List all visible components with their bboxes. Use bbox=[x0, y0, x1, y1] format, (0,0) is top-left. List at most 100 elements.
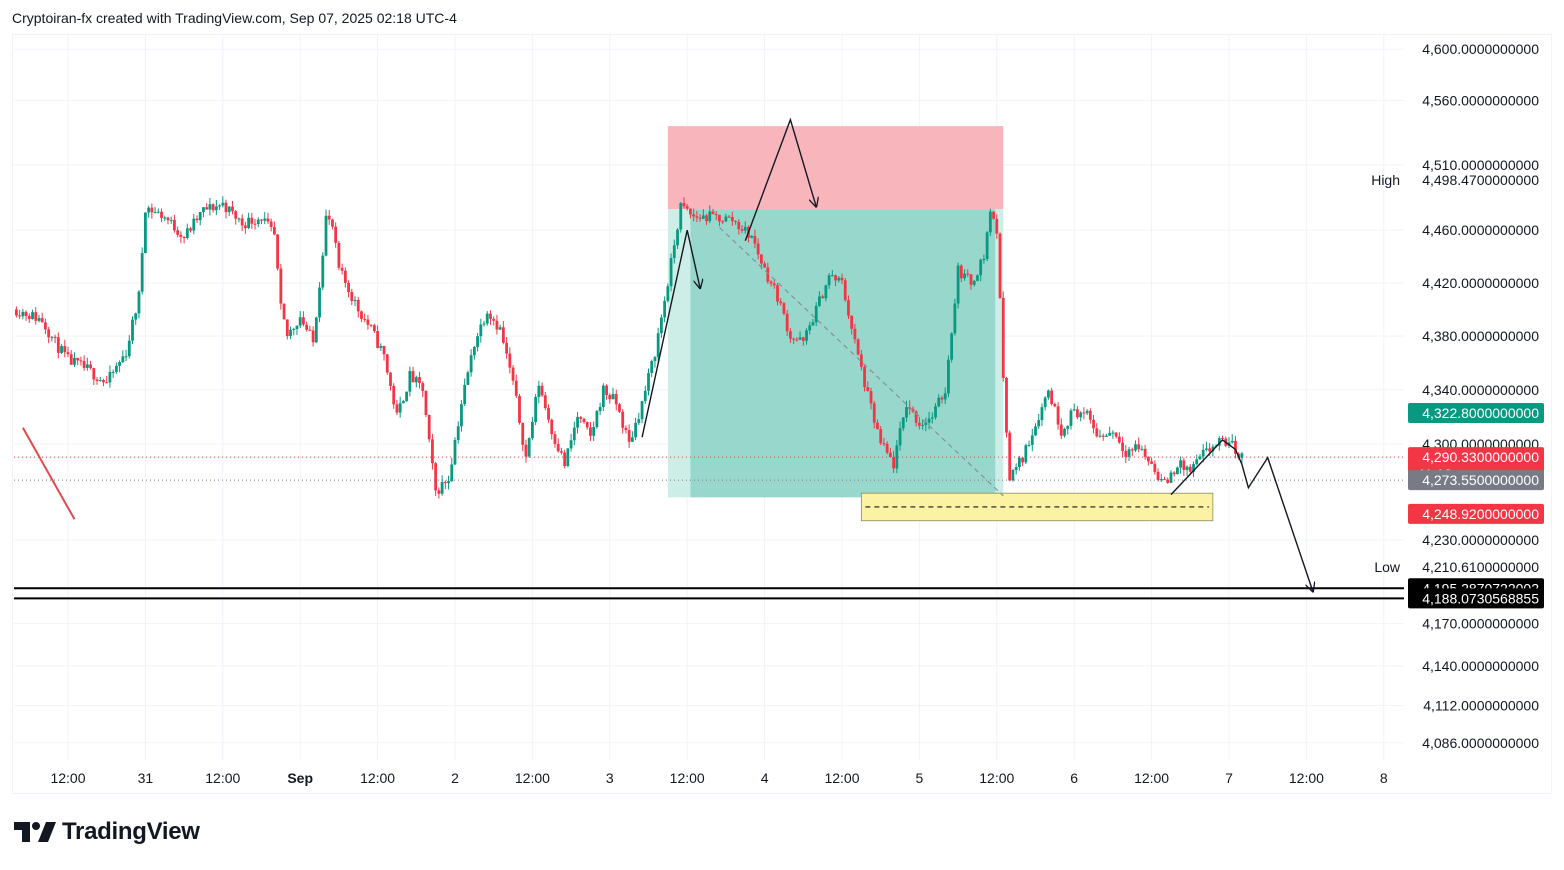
candle-body bbox=[305, 324, 309, 330]
candle bbox=[292, 327, 296, 336]
candle-body bbox=[1050, 390, 1054, 404]
candle bbox=[282, 303, 286, 320]
candle bbox=[1040, 403, 1044, 427]
candle bbox=[956, 262, 960, 309]
candle bbox=[827, 273, 831, 290]
time-axis[interactable]: 12:00 31 12:00 Sep 12:00 2 12:00 3 12:00 4 12:00 5 1… bbox=[50, 770, 1387, 786]
candle-body bbox=[911, 408, 915, 412]
candle-body bbox=[160, 211, 163, 219]
candle bbox=[1021, 456, 1024, 467]
candle-body bbox=[498, 327, 502, 330]
candle-body bbox=[895, 445, 899, 469]
candle-body bbox=[1201, 449, 1205, 457]
candle-body bbox=[1053, 403, 1057, 407]
candle bbox=[856, 338, 860, 356]
candle bbox=[547, 404, 550, 423]
price-axis[interactable]: 4,600.0000000000 4,560.0000000000 4,510.00… bbox=[1371, 41, 1544, 751]
candle bbox=[411, 366, 415, 383]
candle-body bbox=[276, 234, 280, 269]
candle-body bbox=[711, 211, 715, 215]
candle-body bbox=[227, 206, 231, 213]
candle bbox=[724, 213, 728, 223]
candle-body bbox=[521, 422, 525, 445]
candle-body bbox=[853, 328, 857, 340]
candle-body bbox=[556, 443, 560, 452]
candle-body bbox=[743, 226, 747, 231]
price-badge[interactable]: 4,248.9200000000 bbox=[1408, 503, 1544, 524]
trendline-dashed bbox=[719, 227, 1004, 497]
candle-body bbox=[82, 361, 86, 368]
chart-frame[interactable] bbox=[12, 34, 1552, 794]
candle-body bbox=[495, 320, 499, 330]
tradingview-logo[interactable]: TradingView bbox=[14, 818, 200, 846]
candle bbox=[614, 389, 618, 411]
candle-body bbox=[856, 339, 860, 355]
candle-body bbox=[730, 217, 734, 222]
candle-body bbox=[969, 274, 973, 285]
candle bbox=[1076, 406, 1079, 420]
price-tick-label: 4,086.0000000000 bbox=[1422, 735, 1539, 751]
candle bbox=[808, 321, 812, 335]
candle-body bbox=[69, 354, 73, 365]
candle-body bbox=[653, 357, 657, 362]
candle-body bbox=[840, 277, 844, 281]
candle-body bbox=[1195, 459, 1199, 465]
candle bbox=[566, 448, 570, 468]
candle bbox=[937, 394, 941, 408]
candle-body bbox=[634, 422, 637, 438]
candle bbox=[643, 385, 647, 404]
candle bbox=[166, 216, 170, 225]
candle bbox=[450, 457, 454, 482]
candle bbox=[318, 282, 321, 323]
candle bbox=[69, 350, 73, 365]
candle bbox=[540, 382, 544, 397]
candle bbox=[895, 439, 899, 474]
candle bbox=[495, 314, 499, 335]
candle-body bbox=[982, 259, 986, 261]
candle bbox=[1072, 403, 1076, 412]
candle bbox=[992, 211, 995, 220]
candle-body bbox=[1027, 444, 1031, 446]
candle bbox=[1205, 441, 1208, 452]
candle-body bbox=[963, 273, 966, 279]
candle bbox=[66, 346, 70, 358]
candle-body bbox=[666, 286, 670, 301]
candle-body bbox=[866, 387, 870, 391]
candle-body bbox=[608, 395, 612, 400]
candle-body bbox=[614, 394, 618, 405]
candle bbox=[676, 228, 679, 249]
candle-body bbox=[1192, 464, 1195, 472]
time-tick-label: 5 bbox=[916, 770, 924, 786]
candle bbox=[73, 352, 76, 368]
candle-body bbox=[885, 443, 889, 453]
price-tick-label: 4,460.0000000000 bbox=[1422, 222, 1539, 238]
candle bbox=[1156, 468, 1160, 482]
candle bbox=[963, 269, 966, 281]
candle bbox=[592, 421, 596, 441]
time-tick-label: 12:00 bbox=[205, 770, 240, 786]
candle bbox=[985, 230, 989, 262]
candle bbox=[1188, 464, 1192, 475]
price-badge-label: 4,188.0730568855 bbox=[1422, 590, 1539, 606]
candle-body bbox=[792, 338, 796, 340]
price-badge[interactable]: 4,273.5500000000 bbox=[1408, 470, 1544, 491]
candle bbox=[714, 211, 718, 221]
candle bbox=[1079, 411, 1083, 422]
price-badge[interactable]: 4,322.8000000000 bbox=[1408, 403, 1544, 424]
price-badge[interactable]: 4,188.0730568855 bbox=[1408, 588, 1544, 609]
candle-body bbox=[553, 434, 557, 444]
candle-body bbox=[1088, 410, 1092, 420]
candle bbox=[298, 311, 302, 329]
candle-body bbox=[814, 305, 818, 323]
candle bbox=[627, 424, 631, 448]
candle-body bbox=[1082, 412, 1086, 414]
extreme-tag-label: High bbox=[1371, 172, 1400, 188]
candle bbox=[560, 447, 563, 455]
candle-body bbox=[621, 411, 625, 428]
candle-body bbox=[256, 219, 260, 224]
candle bbox=[869, 387, 873, 410]
candle-body bbox=[1043, 397, 1047, 408]
candle bbox=[434, 461, 438, 496]
price-tick-label: 4,380.0000000000 bbox=[1422, 328, 1539, 344]
